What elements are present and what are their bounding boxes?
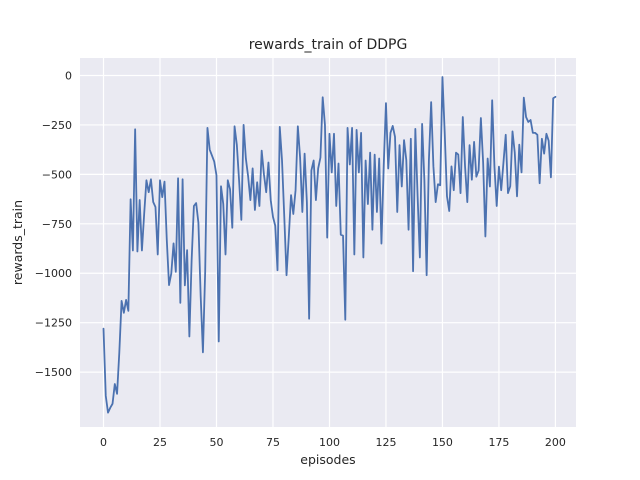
x-tick-label: 25 — [153, 436, 167, 449]
y-tick-label: −1000 — [35, 267, 72, 280]
chart-title: rewards_train of DDPG — [249, 37, 408, 53]
x-axis-tick-labels: 0 25 50 75 100 125 150 175 200 — [100, 436, 566, 449]
x-axis-label: episodes — [300, 452, 355, 467]
x-tick-label: 75 — [266, 436, 280, 449]
x-tick-label: 100 — [319, 436, 340, 449]
x-tick-label: 0 — [100, 436, 107, 449]
y-axis-tick-labels: 0 −250 −500 −750 −1000 −1250 −1500 — [35, 69, 72, 379]
y-tick-label: −1250 — [35, 317, 72, 330]
x-tick-label: 175 — [488, 436, 509, 449]
y-axis-label: rewards_train — [10, 200, 25, 285]
y-tick-label: −1500 — [35, 366, 72, 379]
x-tick-label: 125 — [375, 436, 396, 449]
x-tick-label: 150 — [432, 436, 453, 449]
y-tick-label: −250 — [42, 119, 72, 132]
y-tick-label: 0 — [65, 69, 72, 82]
x-tick-label: 50 — [209, 436, 223, 449]
y-tick-label: −500 — [42, 168, 72, 181]
x-tick-label: 200 — [545, 436, 566, 449]
y-tick-label: −750 — [42, 218, 72, 231]
data-line — [102, 76, 557, 414]
